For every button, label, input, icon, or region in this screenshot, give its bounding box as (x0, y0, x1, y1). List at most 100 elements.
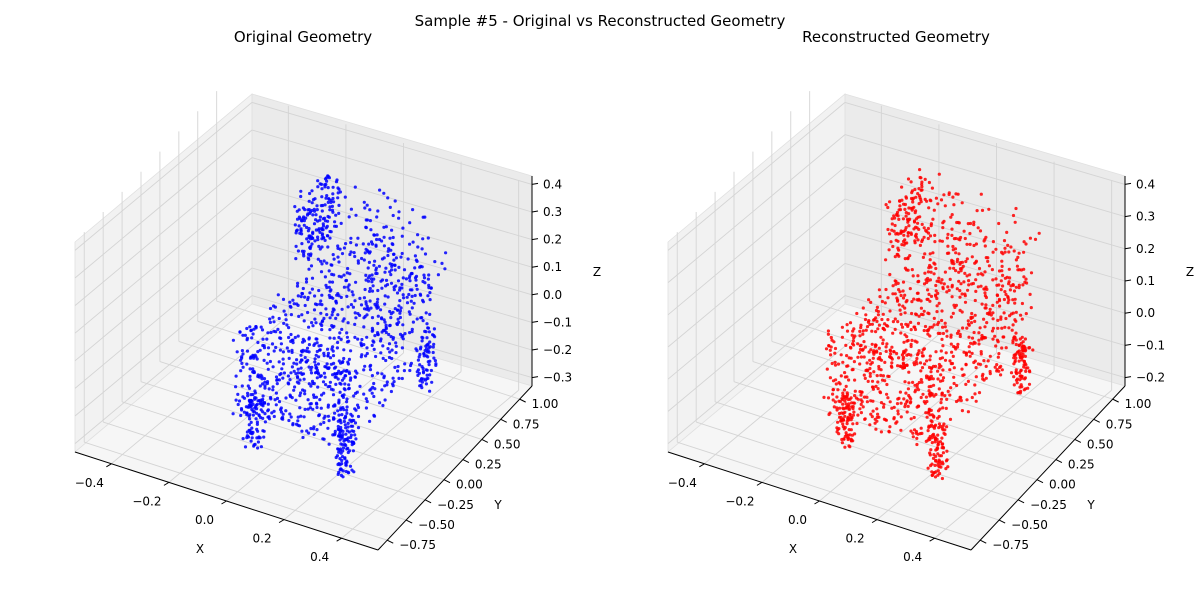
scatter-point (243, 333, 247, 337)
scatter-point (862, 395, 867, 399)
y-gridline (159, 361, 464, 460)
scatter-point (327, 366, 331, 371)
scatter-point (368, 364, 372, 368)
z-gridline (667, 295, 846, 444)
scatter-point (340, 435, 344, 439)
y-gridline (121, 401, 426, 501)
scatter-point (1014, 352, 1018, 356)
scatter-point (328, 236, 332, 240)
scatter-point (905, 399, 909, 403)
scatter-point (888, 425, 892, 429)
scatter-point (988, 310, 992, 314)
scatter-point (261, 394, 265, 398)
scatter-point (985, 311, 990, 316)
scatter-point (255, 420, 259, 424)
scatter-point (968, 231, 972, 236)
scatter-point (931, 364, 936, 368)
scatter-point (282, 309, 286, 313)
scatter-point (365, 351, 369, 356)
scatter-point (918, 361, 923, 365)
scatter-point (919, 378, 923, 382)
x-tick-label: 0.4 (310, 550, 329, 564)
scatter-point (261, 416, 265, 420)
scatter-point (249, 439, 253, 443)
scatter-point (1033, 237, 1038, 241)
scatter-point (886, 318, 890, 322)
scatter-point (405, 295, 409, 299)
scatter-point (894, 421, 898, 425)
scatter-point (941, 226, 945, 230)
scatter-point (309, 384, 313, 388)
scatter-point (909, 180, 913, 184)
scatter-point (297, 314, 301, 318)
y-gridline (771, 340, 1075, 440)
scatter-point (298, 231, 302, 235)
scatter-point (1005, 275, 1009, 279)
scatter-point (428, 389, 432, 393)
scatter-point (262, 358, 266, 362)
scatter-point (386, 249, 390, 253)
scatter-point (991, 317, 995, 321)
scatter-point (269, 330, 273, 335)
scatter-point (966, 379, 971, 383)
scatter-point (353, 335, 357, 339)
scatter-point (342, 246, 346, 250)
scatter-point (856, 413, 860, 417)
scatter-point (403, 362, 407, 366)
scatter-point (944, 406, 948, 410)
scatter-point (983, 291, 987, 295)
scatter-point (251, 332, 255, 336)
scatter-point (1026, 366, 1030, 370)
scatter-point (962, 229, 966, 233)
scatter-point (326, 385, 330, 389)
scatter-point (290, 365, 294, 369)
scatter-point (903, 333, 907, 337)
scatter-point (440, 261, 444, 265)
scatter-point (956, 257, 960, 261)
scatter-point (1019, 355, 1023, 359)
scatter-point (272, 414, 276, 419)
scatter-point (906, 177, 911, 181)
scatter-point (337, 260, 341, 264)
x-axis-label: X (789, 542, 797, 556)
scatter-point (422, 352, 426, 356)
scatter-point (415, 287, 419, 291)
scatter-point (331, 296, 335, 300)
scatter-point (364, 226, 368, 230)
scatter-point (347, 357, 351, 361)
z-gridline (251, 184, 533, 268)
scatter-point (853, 394, 857, 398)
scatter-point (309, 368, 313, 372)
scatter-point (920, 185, 924, 189)
scatter-point (427, 363, 431, 367)
scatter-point (918, 196, 922, 200)
scatter-point (248, 400, 252, 404)
scatter-point (389, 312, 393, 316)
scatter-point (321, 203, 325, 208)
scatter-point (952, 344, 956, 349)
scatter-point (392, 252, 396, 256)
scatter-point (256, 373, 260, 377)
scatter-point (1014, 285, 1018, 289)
scatter-point (400, 376, 404, 381)
scatter-point (255, 422, 259, 426)
scatter-point (1019, 368, 1023, 372)
scatter-point (273, 305, 277, 309)
scatter-point (963, 236, 967, 241)
scatter-point (979, 352, 983, 356)
scatter-point (347, 215, 351, 219)
scatter-point (347, 371, 352, 376)
scatter-point (888, 309, 892, 313)
scatter-point (402, 369, 406, 373)
scatter-point (341, 429, 345, 433)
scatter-point (354, 369, 358, 373)
scatter-point (1009, 245, 1013, 249)
scatter-point (937, 172, 941, 176)
scatter-point (936, 377, 940, 381)
z-tick-label: 0.1 (543, 260, 562, 274)
scatter-point (1012, 289, 1017, 293)
scatter-point (915, 356, 919, 361)
scatter-point (259, 325, 263, 329)
scatter-point (327, 419, 331, 423)
scatter-point (402, 296, 406, 300)
